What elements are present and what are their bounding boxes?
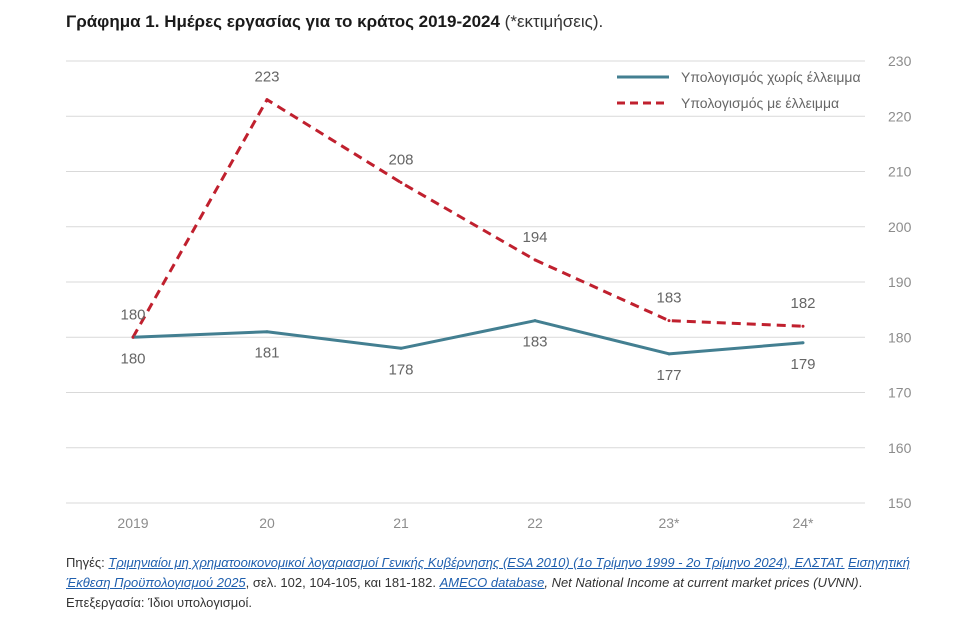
data-point-with-deficit — [667, 319, 671, 323]
data-label-without-deficit: 183 — [522, 334, 547, 351]
x-tick-label: 24* — [792, 515, 814, 531]
source-link-elstat[interactable]: Τριμηνιαίοι μη χρηματοοικονομικοί λογαρι… — [108, 555, 845, 570]
data-point-with-deficit — [801, 324, 805, 328]
sources-note: Πηγές: Τριμηνιαίοι μη χρηματοοικονομικοί… — [66, 553, 926, 613]
data-label-with-deficit: 208 — [388, 152, 413, 169]
data-point-without-deficit — [265, 330, 269, 334]
data-label-with-deficit: 223 — [254, 69, 279, 86]
source-ameco-text: , Net National Income at current market … — [544, 575, 859, 590]
x-tick-label: 21 — [393, 515, 409, 531]
y-tick-label: 200 — [888, 219, 912, 235]
data-point-without-deficit — [533, 319, 537, 323]
data-point-with-deficit — [131, 335, 135, 339]
source-link-budget-report[interactable]: Εισηγητική Έκθεση Προϋπολογισμού 2025 — [66, 555, 910, 590]
data-point-without-deficit — [801, 341, 805, 345]
source-link-ameco[interactable]: AMECO database — [439, 575, 545, 590]
x-tick-label: 22 — [527, 515, 543, 531]
data-point-with-deficit — [533, 258, 537, 262]
y-tick-label: 150 — [888, 495, 912, 511]
source-processing-text: . Επεξεργασία: Ίδιοι υπολογισμοί. — [66, 575, 863, 610]
data-label-without-deficit: 177 — [656, 367, 681, 384]
y-tick-label: 190 — [888, 274, 912, 290]
data-label-without-deficit: 178 — [388, 361, 413, 378]
line-chart: 150 160 170 180 190 200 210 220 230 2019 20 21 22 23*… — [66, 53, 912, 531]
data-label-with-deficit: 194 — [522, 229, 547, 246]
y-tick-label: 220 — [888, 108, 912, 124]
data-point-without-deficit — [399, 346, 403, 350]
y-tick-label: 210 — [888, 164, 912, 180]
chart-title-note: (*εκτιμήσεις). — [499, 12, 604, 31]
legend-label-without-deficit: Υπολογισμός χωρίς έλλειμμα — [681, 69, 861, 85]
y-tick-label: 170 — [888, 385, 912, 401]
chart-title: Γράφημα 1. Ημέρες εργασίας για το κράτος… — [66, 12, 603, 32]
series-line-without-deficit — [132, 319, 804, 356]
sources-prefix: Πηγές: — [66, 555, 109, 570]
data-label-with-deficit: 182 — [790, 295, 815, 312]
x-tick-label: 20 — [259, 515, 275, 531]
data-label-without-deficit: 179 — [790, 356, 815, 373]
data-label-without-deficit: 181 — [254, 345, 279, 362]
y-tick-label: 160 — [888, 440, 912, 456]
data-label-with-deficit: 180 — [120, 306, 145, 323]
source-pages-text: , σελ. 102, 104-105, και 181-182. — [245, 575, 440, 590]
data-point-without-deficit — [667, 352, 671, 356]
legend-label-with-deficit: Υπολογισμός με έλλειμμα — [681, 95, 839, 111]
x-tick-label: 2019 — [117, 515, 148, 531]
data-point-with-deficit — [399, 181, 403, 185]
data-label-with-deficit: 183 — [656, 290, 681, 307]
x-tick-label: 23* — [658, 515, 680, 531]
data-label-without-deficit: 180 — [120, 350, 145, 367]
series-line-with-deficit — [131, 98, 804, 338]
y-tick-label: 180 — [888, 329, 912, 345]
data-point-with-deficit — [265, 98, 269, 102]
y-tick-label: 230 — [888, 53, 912, 69]
chart-title-main: Γράφημα 1. Ημέρες εργασίας για το κράτος… — [66, 12, 500, 31]
